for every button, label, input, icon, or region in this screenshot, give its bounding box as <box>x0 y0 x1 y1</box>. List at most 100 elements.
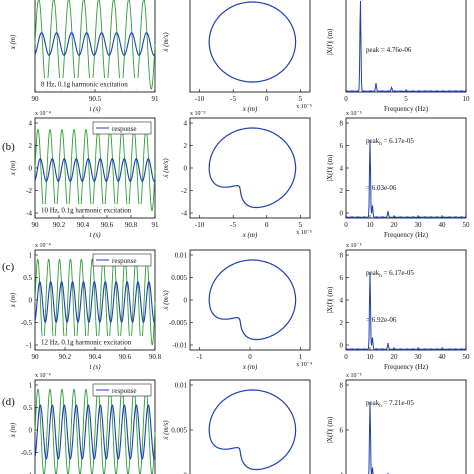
x-tick-label: 90 <box>32 221 40 229</box>
time-series-panel: 1 0.5 0 -0.5 -1 x 10⁻⁴ x (m) response <box>9 373 156 474</box>
time-series-panel: 1 0.5 0 -0.5 -190 90.2 90.4 90.6 90.8 x 10⁻⁴ x (m)… <box>9 243 162 371</box>
x-axis-label: Frequency (Hz) <box>384 363 429 371</box>
x-tick-label: 90.8 <box>149 353 162 361</box>
y-tick-label: -0.5 <box>21 319 33 327</box>
y-tick-label: -4 <box>26 210 32 218</box>
response-line <box>34 404 156 460</box>
x-tick-label: 0 <box>265 95 269 103</box>
y-exponent: x 10⁻⁵ <box>346 373 362 379</box>
y-tick-label: 2 <box>340 319 344 327</box>
phase-trajectory <box>208 389 297 471</box>
x-tick-label: -5 <box>230 95 236 103</box>
response-line <box>34 158 156 182</box>
x-axis-label: t (s) <box>89 105 101 113</box>
peak-annotation: = 6.92e-06 <box>366 316 397 324</box>
x-tick-label: -10 <box>195 95 205 103</box>
y-axis-label: ẋ (m/s) <box>162 158 170 179</box>
row-label: (d) <box>2 396 15 408</box>
y-axis-label: x (m) <box>9 422 17 438</box>
y-axis-label: x (m) <box>9 34 17 50</box>
legend-label: response <box>112 125 137 133</box>
x-tick-label: 90.8 <box>125 221 138 229</box>
time-series-panel: 90 90.5 91 x (m) t (s) 8 Hz, 0.1g harmonic ex… <box>9 0 159 113</box>
plot-frame <box>189 0 311 93</box>
y-tick-label: 0.5 <box>23 404 32 412</box>
y-tick-label: -2 <box>26 187 32 195</box>
y-axis-label: |X(f)| (m) <box>326 154 334 181</box>
y-tick-label: 0.01 <box>175 382 188 390</box>
x-tick-label: 90 <box>32 353 40 361</box>
y-tick-label: 0 <box>29 427 33 435</box>
plot-frame <box>345 249 467 351</box>
x-tick-label: 10 <box>463 95 471 103</box>
figure-row: (d)10.50-0.5-1x 10⁻⁴x (m)response0.010.0… <box>2 373 467 474</box>
x-axis-label: t (s) <box>89 363 101 371</box>
legend-label: response <box>112 387 137 395</box>
x-tick-label: 40 <box>439 353 447 361</box>
x-tick-label: 90.4 <box>89 353 102 361</box>
y-tick-label: 0.005 <box>171 274 187 282</box>
spectrum-line <box>345 139 467 220</box>
y-exponent: x 10⁻⁵ <box>346 111 362 117</box>
figure-row: (c)10.50-0.5-190 90.2 90.4 90.6 90.8x 10⁻⁴x … <box>2 243 470 371</box>
x-tick-label: 90.2 <box>53 221 66 229</box>
x-tick-label: 90.2 <box>59 353 72 361</box>
response-line <box>34 32 156 56</box>
peak-annotation: = 6.03e-06 <box>366 184 397 192</box>
x-tick-label: 90 <box>32 95 40 103</box>
y-axis-label: ẋ (m/s) <box>162 420 170 441</box>
caption-bg <box>39 336 149 347</box>
x-tick-label: 30 <box>415 221 423 229</box>
x-exponent: x 10⁻⁵ <box>296 230 312 236</box>
y-exponent: x 10⁻³ <box>190 111 206 117</box>
y-tick-label: 0.01 <box>175 252 188 260</box>
x-tick-label: 0 <box>344 221 348 229</box>
x-tick-label: 5 <box>299 221 303 229</box>
y-exponent: x 10⁻⁴ <box>35 111 51 117</box>
x-axis-label: x (m) <box>242 231 258 239</box>
peak-annotation: peakh = 6.17e-05 <box>366 269 414 279</box>
plot-frame <box>189 379 311 474</box>
caption-bg <box>39 78 149 89</box>
peak-annotation: peak = 4.76e-06 <box>366 46 412 54</box>
y-tick-label: 6 <box>340 274 344 282</box>
phase-portrait-panel: 0.01 0.005 0 -0.005 -0.01 -1 0 1x 10⁻⁴ ẋ (m/s) x … <box>162 249 312 371</box>
y-axis-label: x (m) <box>9 292 17 308</box>
x-tick-label: 50 <box>463 353 471 361</box>
x-axis-label: Frequency (Hz) <box>384 105 429 113</box>
phase-trajectory <box>208 259 297 341</box>
y-tick-label: 0 <box>184 297 188 305</box>
y-tick-label: 2 <box>184 142 188 150</box>
x-tick-label: 20 <box>391 221 399 229</box>
x-axis-label: x (m) <box>242 363 258 371</box>
x-tick-label: 30 <box>415 353 423 361</box>
y-tick-label: -1 <box>26 472 32 474</box>
y-tick-label: 6 <box>340 142 344 150</box>
row-label: (b) <box>2 141 15 153</box>
excitation-caption: 12 Hz, 0.1g harmonic excitation <box>41 339 132 347</box>
phase-portrait-panel: -10 -5 0 5x 10⁻⁵ ẋ (m/s) x (m) <box>162 0 312 113</box>
x-tick-label: -1 <box>197 353 203 361</box>
figure-row: 90 90.5 91 x (m) t (s) 8 Hz, 0.1g harmonic ex… <box>9 0 470 113</box>
x-axis-label: x (m) <box>242 105 258 113</box>
x-tick-label: 90.6 <box>101 221 114 229</box>
x-tick-label: 10 <box>367 353 375 361</box>
legend-box <box>92 121 152 135</box>
y-tick-label: -0.5 <box>21 449 33 457</box>
spectrum-panel: 0 5 10 |X(f)| (m) Frequency (Hz) peak = 4.76e… <box>326 0 470 113</box>
y-tick-label: -4 <box>181 210 187 218</box>
spectrum-panel: 8 6 4 x 10⁻⁵ |X(f)| (m) peakh = 7.21e-05 <box>326 373 467 474</box>
y-tick-label: 2 <box>29 142 33 150</box>
figure-row: (b)420-2-490 90.2 90.4 90.6 90.8 91x 10⁻⁴x (m… <box>2 111 470 239</box>
y-axis-label: x (m) <box>9 160 17 176</box>
y-tick-label: 0 <box>29 297 33 305</box>
y-tick-label: -1 <box>26 342 32 350</box>
x-tick-label: 10 <box>367 221 375 229</box>
plot-frame <box>189 117 311 219</box>
response-line <box>34 281 156 323</box>
x-tick-label: 90.4 <box>77 221 90 229</box>
y-exponent: x 10⁻⁴ <box>35 243 51 249</box>
y-exponent: x 10⁻⁵ <box>346 243 362 249</box>
